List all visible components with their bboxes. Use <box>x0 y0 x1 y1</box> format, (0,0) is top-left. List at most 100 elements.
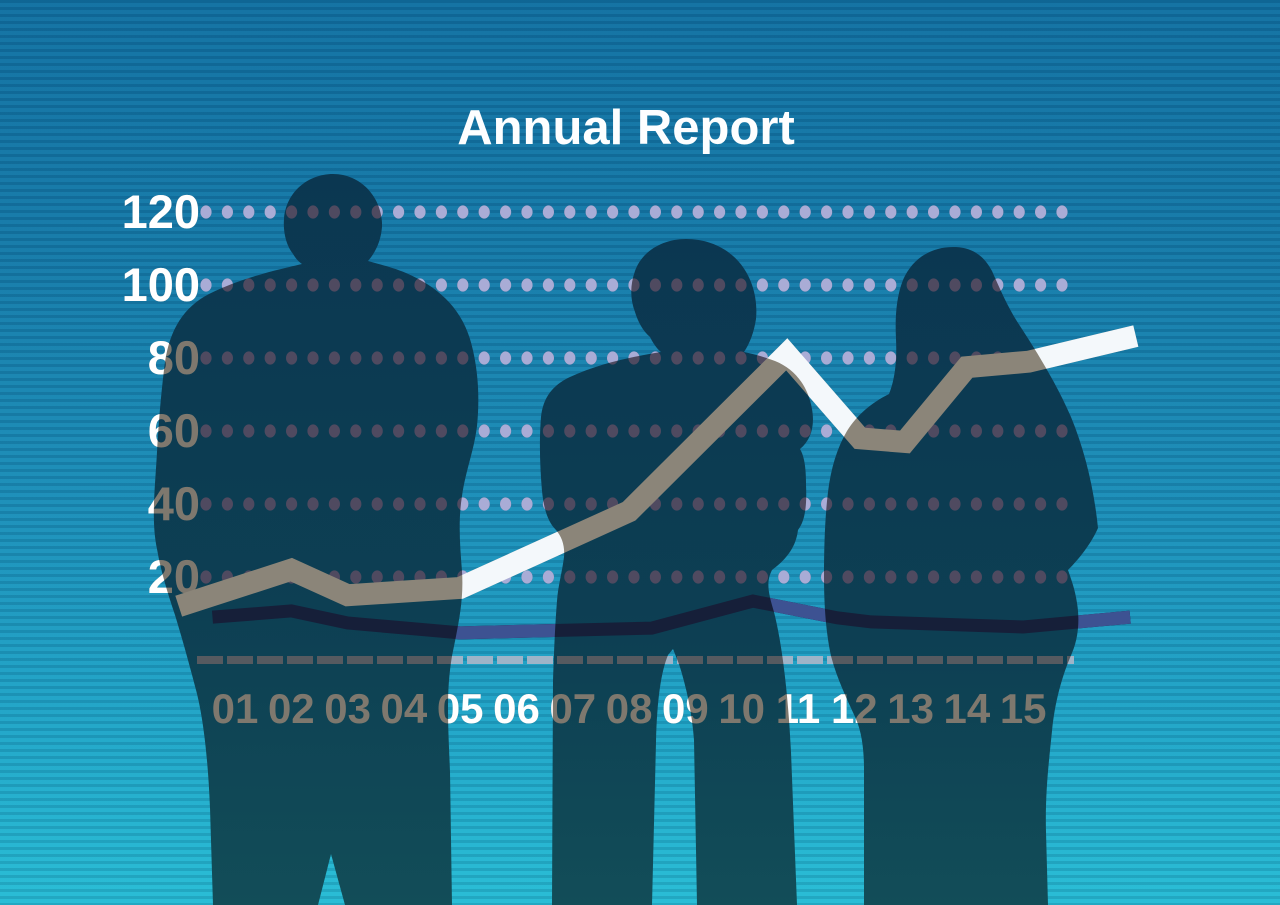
x-axis-tick-label: 10 <box>718 685 765 732</box>
grid-dot <box>1035 570 1047 584</box>
grid-dot <box>885 497 897 511</box>
grid-dot <box>286 205 298 219</box>
grid-dot <box>992 570 1004 584</box>
grid-dot <box>264 424 276 438</box>
grid-dot <box>371 205 383 219</box>
grid-dot <box>628 424 640 438</box>
grid-dot <box>435 424 447 438</box>
grid-dot <box>671 570 683 584</box>
grid-dot <box>906 570 918 584</box>
grid-dot <box>307 278 319 292</box>
grid-dot <box>500 424 512 438</box>
x-axis-tick-label: 10 <box>718 685 765 732</box>
grid-dot <box>992 278 1004 292</box>
grid-dot <box>863 278 876 292</box>
grid-dot <box>735 351 747 365</box>
grid-dot <box>928 351 940 365</box>
x-axis-tick-label: 13 <box>887 685 934 732</box>
grid-dot <box>221 205 233 219</box>
grid-dot <box>500 278 512 292</box>
grid-dot <box>350 278 362 292</box>
grid-dot <box>1013 497 1025 511</box>
x-axis-tick-label: 07 <box>549 685 596 732</box>
x-axis-tick-label: 06 <box>493 685 540 732</box>
grid-dot <box>885 570 897 584</box>
grid-dot <box>264 497 276 511</box>
grid-dot <box>1035 424 1047 438</box>
grid-dot <box>221 497 233 511</box>
grid-dot <box>928 205 940 219</box>
grid-dot <box>692 351 704 365</box>
grid-dot <box>200 351 212 365</box>
grid-dot <box>478 205 490 219</box>
grid-dot <box>393 497 405 511</box>
grid-dot <box>371 351 383 365</box>
grid-dot <box>414 205 426 219</box>
grid-dot <box>542 351 555 365</box>
grid-dot <box>778 278 790 292</box>
x-axis-tick-label: 03 <box>324 685 371 732</box>
grid-dot <box>478 278 490 292</box>
grid-dot <box>671 205 683 219</box>
page-title: Annual Report <box>457 101 795 155</box>
grid-dot <box>821 351 833 365</box>
grid-dot <box>1035 278 1047 292</box>
y-axis-tick-label: 40 <box>148 477 200 530</box>
grid-dot <box>949 205 961 219</box>
person-silhouette-businesswoman-right <box>824 246 1098 905</box>
grid-dot <box>393 205 405 219</box>
grid-dot <box>371 570 383 584</box>
grid-dot <box>1035 205 1047 219</box>
grid-dot <box>970 424 983 438</box>
grid-dot <box>328 351 340 365</box>
grid-dot <box>286 278 298 292</box>
x-axis-tick-label: 02 <box>268 685 315 732</box>
grid-dot <box>200 497 212 511</box>
x-axis-tick-label: 15 <box>1000 685 1047 732</box>
grid-dot <box>692 205 704 219</box>
grid-dot <box>607 351 619 365</box>
grid-dot <box>435 497 447 511</box>
grid-dot <box>671 497 683 511</box>
grid-dot <box>735 570 747 584</box>
grid-dot <box>200 205 212 219</box>
grid-dot <box>542 424 555 438</box>
grid-dot <box>478 351 490 365</box>
grid-dot <box>521 278 533 292</box>
grid-dot <box>1056 205 1068 219</box>
grid-dot <box>564 351 576 365</box>
grid-dot <box>542 278 555 292</box>
grid-dot <box>414 424 426 438</box>
grid-dot <box>735 278 747 292</box>
grid-dot <box>928 570 940 584</box>
grid-dot <box>243 424 255 438</box>
grid-dot <box>521 424 533 438</box>
grid-dot <box>692 570 704 584</box>
grid-dot <box>564 570 576 584</box>
grid-dot <box>307 497 319 511</box>
grid-dot <box>521 205 533 219</box>
grid-dot <box>542 205 555 219</box>
grid-dot <box>564 278 576 292</box>
grid-dot <box>221 351 233 365</box>
x-axis-tick-label: 05 <box>437 685 484 732</box>
grid-dot <box>885 278 897 292</box>
secondary-line <box>211 594 1131 640</box>
grid-dot <box>243 278 255 292</box>
y-axis-tick-label: 80 <box>148 331 200 384</box>
grid-dot <box>585 424 597 438</box>
grid-dot <box>735 497 747 511</box>
x-axis-tick-label: 09 <box>662 685 709 732</box>
grid-dot <box>264 278 276 292</box>
y-axis-tick-label: 120 <box>122 185 200 238</box>
grid-dot <box>906 278 918 292</box>
grid-dot <box>692 278 704 292</box>
grid-dot <box>393 424 405 438</box>
x-axis-tick-label: 07 <box>549 685 596 732</box>
grid-dot <box>414 351 426 365</box>
x-axis-tick-label: 15 <box>1000 685 1047 732</box>
grid-dot <box>906 205 918 219</box>
grid-dot <box>778 205 790 219</box>
